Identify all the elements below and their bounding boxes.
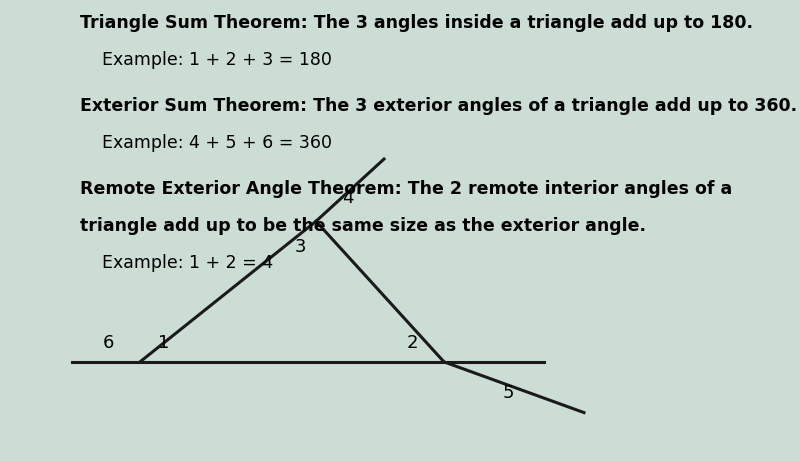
Text: 6: 6 — [102, 334, 114, 353]
Text: Triangle Sum Theorem: The 3 angles inside a triangle add up to 180.: Triangle Sum Theorem: The 3 angles insid… — [80, 14, 753, 32]
Text: 4: 4 — [342, 189, 354, 207]
Text: Exterior Sum Theorem: The 3 exterior angles of a triangle add up to 360.: Exterior Sum Theorem: The 3 exterior ang… — [80, 97, 797, 115]
Text: 2: 2 — [406, 334, 418, 353]
Text: Example: 1 + 2 = 4: Example: 1 + 2 = 4 — [80, 254, 273, 272]
Text: 3: 3 — [294, 237, 306, 256]
Text: Remote Exterior Angle Theorem: The 2 remote interior angles of a: Remote Exterior Angle Theorem: The 2 rem… — [80, 180, 732, 198]
Text: 1: 1 — [158, 334, 170, 353]
Text: Example: 4 + 5 + 6 = 360: Example: 4 + 5 + 6 = 360 — [80, 134, 332, 152]
Text: Example: 1 + 2 + 3 = 180: Example: 1 + 2 + 3 = 180 — [80, 51, 332, 69]
Text: 5: 5 — [502, 384, 514, 402]
Text: triangle add up to be the same size as the exterior angle.: triangle add up to be the same size as t… — [80, 217, 646, 235]
